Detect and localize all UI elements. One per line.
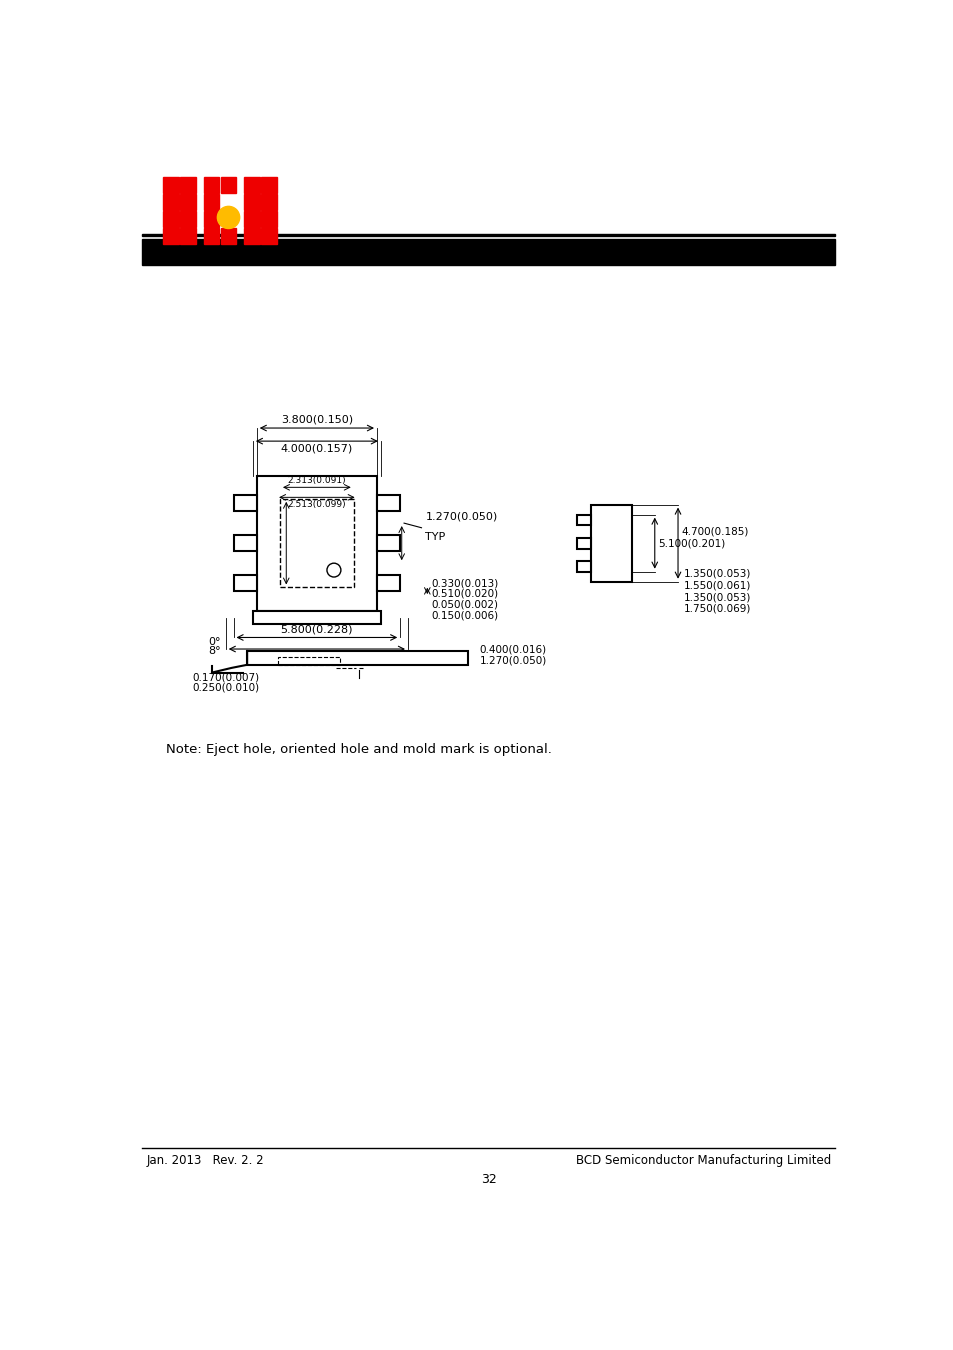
Bar xyxy=(180,177,195,193)
Bar xyxy=(577,514,591,525)
Text: 2.313(0.091): 2.313(0.091) xyxy=(287,477,346,485)
Bar xyxy=(180,194,195,209)
Bar xyxy=(244,177,259,193)
Bar xyxy=(163,177,179,193)
Bar xyxy=(163,212,179,227)
Text: 6.200(0.244): 6.200(0.244) xyxy=(280,652,353,662)
Bar xyxy=(142,239,835,265)
Text: 32: 32 xyxy=(480,1173,497,1187)
Text: 0.400(0.016): 0.400(0.016) xyxy=(479,644,546,655)
Text: 2.513(0.099): 2.513(0.099) xyxy=(287,500,346,509)
Text: Note: Eject hole, oriented hole and mold mark is optional.: Note: Eject hole, oriented hole and mold… xyxy=(166,744,551,756)
Circle shape xyxy=(217,207,239,228)
Bar xyxy=(256,475,376,610)
Bar xyxy=(261,212,276,227)
Text: 4.700(0.185): 4.700(0.185) xyxy=(681,526,748,536)
Text: 0.510(0.020): 0.510(0.020) xyxy=(431,589,497,599)
Text: 1.270(0.050): 1.270(0.050) xyxy=(425,512,497,521)
Text: 3.800(0.150): 3.800(0.150) xyxy=(280,414,353,425)
Bar xyxy=(247,651,468,664)
Bar xyxy=(261,194,276,209)
Bar xyxy=(163,194,179,209)
Bar xyxy=(163,228,179,243)
Bar xyxy=(204,212,219,227)
Bar xyxy=(244,212,259,227)
Bar xyxy=(233,495,256,510)
Bar xyxy=(233,536,256,551)
Text: Jan. 2013   Rev. 2. 2: Jan. 2013 Rev. 2. 2 xyxy=(146,1154,264,1166)
Bar xyxy=(278,657,340,664)
Bar xyxy=(204,228,219,243)
Text: BCD Semiconductor Manufacturing Limited: BCD Semiconductor Manufacturing Limited xyxy=(576,1154,831,1166)
Text: 1.270(0.050): 1.270(0.050) xyxy=(479,655,546,666)
Text: 0°: 0° xyxy=(208,637,221,647)
Text: 0.330(0.013): 0.330(0.013) xyxy=(431,578,497,589)
Bar xyxy=(376,536,399,551)
Bar xyxy=(180,228,195,243)
Text: 0.150(0.006): 0.150(0.006) xyxy=(431,610,497,621)
Bar xyxy=(253,610,380,625)
Text: 0.250(0.010): 0.250(0.010) xyxy=(193,683,260,693)
Bar xyxy=(204,177,219,193)
Text: 0.050(0.002): 0.050(0.002) xyxy=(431,599,497,610)
Text: 0.170(0.007): 0.170(0.007) xyxy=(193,672,260,683)
Text: 4.000(0.157): 4.000(0.157) xyxy=(280,443,353,454)
Bar xyxy=(233,575,256,591)
Bar xyxy=(244,194,259,209)
Bar xyxy=(180,212,195,227)
Bar xyxy=(591,505,631,582)
Bar xyxy=(280,500,354,587)
Text: 1.550(0.061): 1.550(0.061) xyxy=(683,580,751,590)
Text: 1.350(0.053): 1.350(0.053) xyxy=(683,568,751,579)
Bar xyxy=(376,495,399,510)
Text: 5.100(0.201): 5.100(0.201) xyxy=(658,539,725,548)
Bar xyxy=(577,560,591,571)
Text: 8°: 8° xyxy=(208,645,221,656)
Bar xyxy=(376,575,399,591)
Bar xyxy=(142,234,835,236)
Bar xyxy=(577,537,591,548)
Bar xyxy=(261,228,276,243)
Text: TYP: TYP xyxy=(425,532,445,543)
Text: 1.350(0.053): 1.350(0.053) xyxy=(683,593,751,602)
Text: 5.800(0.228): 5.800(0.228) xyxy=(280,625,353,634)
Bar xyxy=(261,177,276,193)
Bar xyxy=(220,228,236,243)
Bar xyxy=(220,177,236,193)
Bar xyxy=(244,228,259,243)
Bar xyxy=(204,194,219,209)
Text: 1.750(0.069): 1.750(0.069) xyxy=(683,603,751,614)
